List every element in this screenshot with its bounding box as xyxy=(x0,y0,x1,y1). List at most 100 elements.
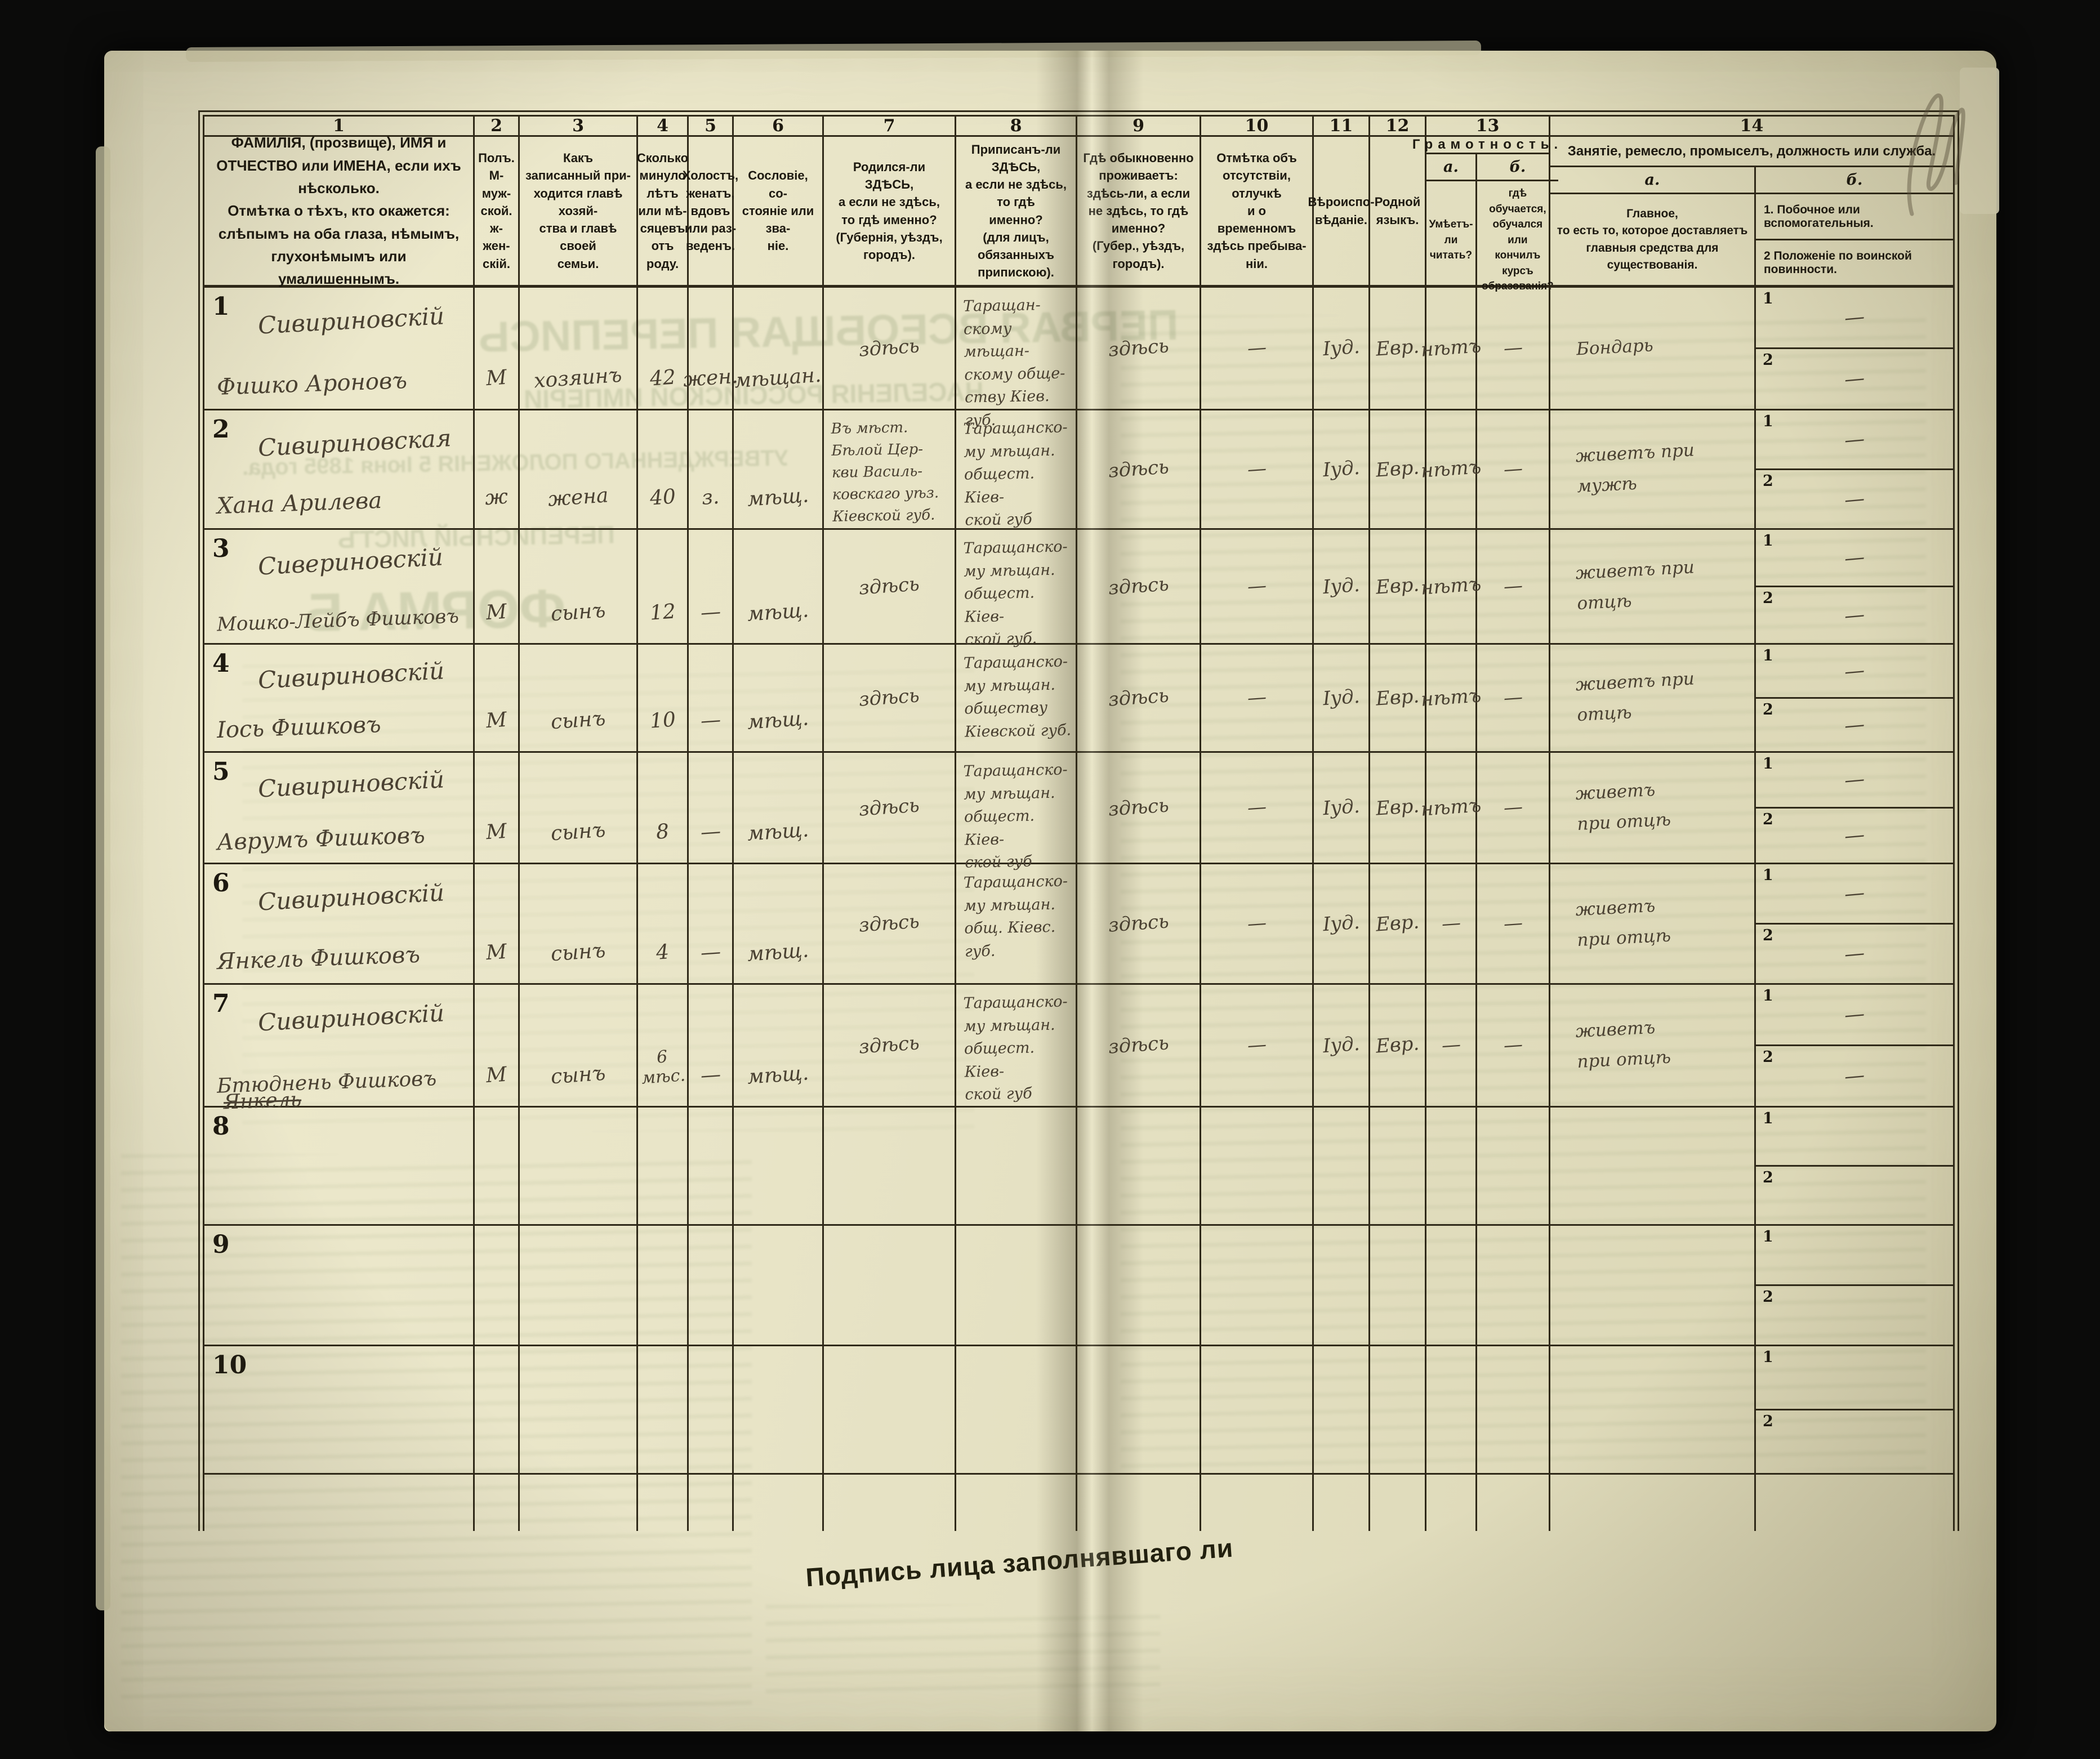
header-occupation-title: Занятіе, ремесло, промыселъ, должность и… xyxy=(1550,137,1953,167)
side-sub1: 1— xyxy=(1756,410,1953,470)
estate-value: мѣщ. xyxy=(746,1061,810,1089)
cell-literacy: нѣтъ xyxy=(1420,753,1482,864)
cell-registration: Таращанско- му мѣщан. общ. Кіевс. губ. xyxy=(956,864,1077,985)
estate-value: мѣщ. xyxy=(746,707,810,734)
cell-language xyxy=(1370,1226,1426,1346)
cell-birthplace: здѣсь xyxy=(824,645,956,753)
relation-value: хозяинъ xyxy=(533,363,623,393)
absence-value: — xyxy=(1246,685,1267,710)
cell-side-occupation: 1—2— xyxy=(1756,288,1953,410)
literacy-value: нѣтъ xyxy=(1420,573,1482,600)
cell-occupation: живетъ при отцѣ xyxy=(1550,530,1756,645)
cell-residence: здѣсь xyxy=(1077,410,1201,530)
header-marital-column: Холостъ, женатъ, вдовъ или раз- веденъ. xyxy=(683,137,738,288)
cell-education: — xyxy=(1477,864,1550,985)
cell-education: — xyxy=(1477,753,1550,864)
residence-value: здѣсь xyxy=(1107,684,1170,711)
cell-residence: здѣсь xyxy=(1077,288,1201,410)
cell-side-occupation: 1—2— xyxy=(1756,864,1953,985)
religion-value: Іуд. xyxy=(1322,335,1361,361)
cell-relation: сынъ xyxy=(520,985,638,1108)
cell-marital xyxy=(689,1346,734,1475)
cell-literacy: нѣтъ xyxy=(1420,645,1482,753)
cell-estate: мѣщ. xyxy=(734,645,824,753)
side-sub2: 2— xyxy=(1756,470,1953,528)
cell-relation: сынъ xyxy=(520,864,638,985)
given-name-handwriting: Аврумъ Фишковъ xyxy=(216,822,426,855)
cell-marital: жен. xyxy=(683,288,739,410)
cell-age xyxy=(638,1226,689,1346)
cell-occupation xyxy=(1550,1226,1756,1346)
row-number: 8 xyxy=(212,1112,230,1141)
cell-literacy: нѣтъ xyxy=(1420,410,1482,530)
cell-sex xyxy=(475,1346,520,1475)
side2-value: — xyxy=(1843,1064,1866,1088)
cell-relation: сынъ xyxy=(520,753,638,864)
tail-cell xyxy=(1077,1475,1201,1531)
language-value: Евр. xyxy=(1375,685,1420,711)
side1-value: — xyxy=(1843,658,1866,684)
paper-stack-edge xyxy=(96,146,110,1610)
marital-value: з. xyxy=(701,485,720,510)
sub2-number: 2 xyxy=(1763,927,1773,944)
side-sub1: 1— xyxy=(1756,530,1953,587)
sub1-number: 1 xyxy=(1763,755,1773,773)
education-value: — xyxy=(1502,457,1523,481)
cell-birthplace: здѣсь xyxy=(824,288,956,410)
cell-language: Евр. xyxy=(1370,288,1426,410)
cell-occupation: живетъ при отцѣ xyxy=(1550,864,1756,985)
surname-handwriting: Сивириновскій xyxy=(257,657,445,694)
birthplace-value: здѣсь xyxy=(858,910,921,937)
cell-name: 1 Сивириновскій Фишко Ароновъ xyxy=(204,288,475,410)
cell-absence: — xyxy=(1201,753,1314,864)
cell-residence xyxy=(1077,1226,1201,1346)
row-number: 5 xyxy=(212,757,230,786)
tail-cell xyxy=(204,1475,475,1531)
census-table-frame: 1 2 3 4 5 6 7 8 9 10 11 12 13 14 ФАМИЛІЯ… xyxy=(198,110,1959,1531)
sub1-number: 1 xyxy=(1763,1110,1773,1127)
cell-name: 7 Сивириновскій Бтюднень Фишковъ Янкель xyxy=(204,985,475,1114)
cell-name: 3 Сивериновскій Мошко-Лейбъ Фишковъ xyxy=(204,530,475,645)
age-value: 42 xyxy=(649,365,676,391)
cell-absence xyxy=(1201,1346,1314,1475)
sub2-number: 2 xyxy=(1763,811,1773,828)
sub2-number: 2 xyxy=(1763,351,1773,369)
age-value: 6 мѣс. xyxy=(640,1047,686,1088)
relation-value: сынъ xyxy=(550,599,607,626)
cell-registration: Таращанско- му мѣщан. общест. Кіев- ской… xyxy=(956,410,1077,530)
col-number-7: 7 xyxy=(824,116,956,137)
cell-marital xyxy=(689,1108,734,1226)
birthplace-value: здѣсь xyxy=(858,334,921,361)
header-relation-column: Какъ записанный при- ходится главѣ хозяй… xyxy=(520,137,638,288)
sub1-number: 1 xyxy=(1763,413,1773,430)
header-registration-column: Приписанъ-ли ЗДѢСЬ, а если не здѣсь, то … xyxy=(956,137,1077,288)
side-sub1: 1— xyxy=(1756,985,1953,1046)
cell-side-occupation: 1—2— xyxy=(1756,645,1953,753)
cell-occupation xyxy=(1550,1108,1756,1226)
paper-torn-right-edge xyxy=(1960,68,1999,214)
cell-literacy: нѣтъ xyxy=(1420,288,1482,410)
cell-literacy xyxy=(1426,1226,1477,1346)
census-table: 1 2 3 4 5 6 7 8 9 10 11 12 13 14 ФАМИЛІЯ… xyxy=(203,115,1955,1531)
language-value: Евр. xyxy=(1375,794,1420,820)
religion-value: Іуд. xyxy=(1322,573,1361,599)
cell-language: Евр. xyxy=(1370,645,1426,753)
cell-relation: сынъ xyxy=(520,530,638,645)
cell-estate: мѣщ. xyxy=(734,864,824,985)
occupation-value: живетъ при отцѣ xyxy=(1575,780,1671,835)
tail-cell xyxy=(475,1475,520,1531)
cell-age xyxy=(638,1108,689,1226)
tail-cell xyxy=(1477,1475,1550,1531)
cell-estate xyxy=(734,1108,824,1226)
relation-value: жена xyxy=(547,484,609,511)
cell-language xyxy=(1370,1346,1426,1475)
religion-value: Іуд. xyxy=(1322,910,1361,936)
language-value: Евр. xyxy=(1375,1032,1420,1058)
header-occupation-b: б. 1. Побочное или вспомогательныя. 2 По… xyxy=(1756,167,1953,285)
header-residence-column: Гдѣ обыкновенно проживаетъ: здѣсь-ли, а … xyxy=(1077,137,1201,288)
side-sub2: 2— xyxy=(1756,1046,1953,1106)
cell-occupation: живетъ при отцѣ xyxy=(1550,985,1756,1108)
cell-side-occupation: 1—2— xyxy=(1756,410,1953,530)
cell-birthplace xyxy=(824,1226,956,1346)
